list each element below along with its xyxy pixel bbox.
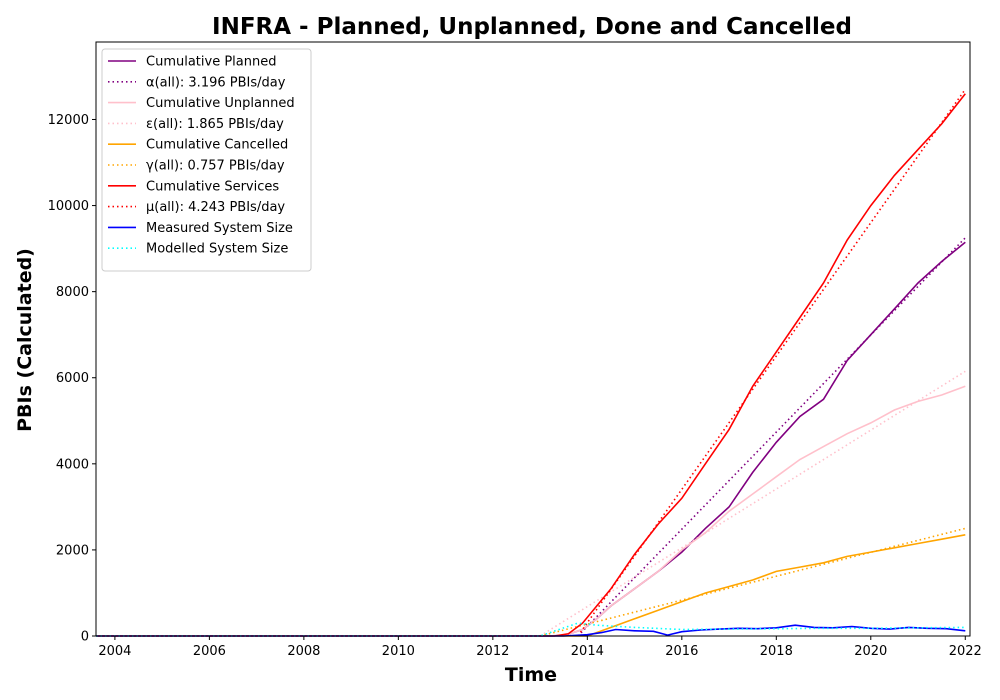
plot-area — [96, 88, 966, 637]
legend-label-all-3-196-pbis-day: α(all): 3.196 PBIs/day — [146, 75, 286, 90]
series-line-cumulative-unplanned — [96, 385, 966, 637]
legend-label-all-1-865-pbis-day: ε(all): 1.865 PBIs/day — [146, 117, 284, 132]
y-tick-label: 10000 — [48, 199, 89, 214]
x-tick-label: 2018 — [760, 644, 793, 659]
series-line-measured-system-size — [96, 624, 966, 637]
series-line-cumulative-services — [96, 93, 966, 637]
x-tick-label: 2006 — [193, 644, 226, 659]
y-axis-label: PBIs (Calculated) — [14, 248, 36, 432]
x-axis: 2004 2006 2008 2010 2012 2014 2016 2018 2020 2022 — [98, 636, 982, 659]
series-line-cumulative-cancelled — [96, 534, 966, 637]
y-tick-label: 0 — [81, 630, 89, 645]
legend-label-all-0-757-pbis-day: γ(all): 0.757 PBIs/day — [146, 159, 285, 174]
plot-frame — [95, 41, 971, 637]
legend-label-cumulative-unplanned: Cumulative Unplanned — [146, 96, 295, 111]
legend-label-cumulative-cancelled: Cumulative Cancelled — [146, 138, 288, 153]
chart-title: INFRA - Planned, Unplanned, Done and Can… — [212, 14, 852, 40]
y-tick-label: 4000 — [56, 457, 89, 472]
y-axis: 0 2000 4000 6000 8000 10000 12000 — [48, 113, 96, 645]
legend-label-modelled-system-size: Modelled System Size — [146, 242, 288, 257]
legend-box — [101, 48, 312, 272]
x-tick-label: 2008 — [287, 644, 320, 659]
x-tick-label: 2004 — [98, 644, 131, 659]
x-tick-label: 2012 — [476, 644, 509, 659]
legend-label-cumulative-services: Cumulative Services — [146, 179, 279, 194]
series-line-all-0-757-pbis-day — [539, 527, 966, 637]
x-tick-label: 2022 — [949, 644, 982, 659]
legend-label-all-4-243-pbis-day: μ(all): 4.243 PBIs/day — [146, 200, 285, 215]
y-tick-label: 2000 — [56, 543, 89, 558]
legend-label-cumulative-planned: Cumulative Planned — [146, 55, 276, 70]
x-tick-label: 2020 — [854, 644, 887, 659]
x-axis-label: Time — [505, 664, 557, 686]
y-tick-label: 12000 — [48, 113, 89, 128]
x-tick-label: 2014 — [571, 644, 604, 659]
series-line-modelled-system-size — [96, 622, 966, 637]
y-tick-label: 8000 — [56, 285, 89, 300]
y-tick-label: 6000 — [56, 371, 89, 386]
legend: Cumulative Planned α(all): 3.196 PBIs/day… — [101, 48, 312, 272]
series-line-all-4-243-pbis-day — [577, 88, 966, 637]
x-tick-label: 2010 — [382, 644, 415, 659]
legend-label-measured-system-size: Measured System Size — [146, 221, 293, 236]
x-tick-label: 2016 — [665, 644, 698, 659]
